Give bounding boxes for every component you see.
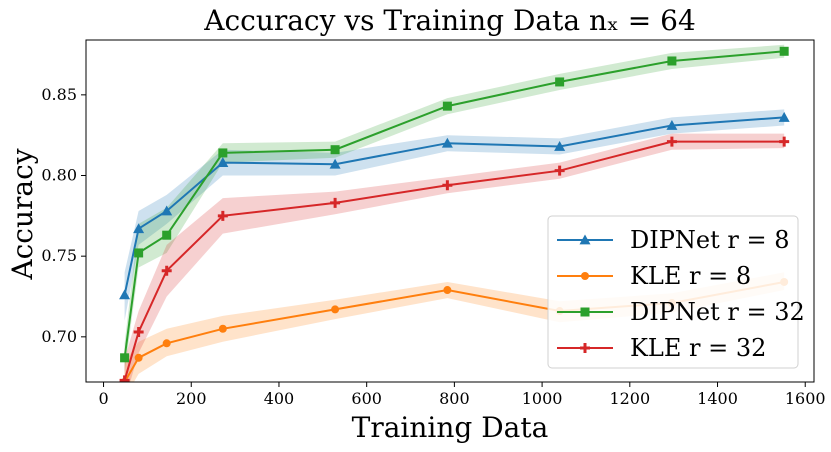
point-kle-r-8 bbox=[331, 305, 340, 314]
y-axis-title: Accuracy bbox=[6, 148, 39, 280]
point-dipnet-r-32 bbox=[134, 248, 144, 258]
y-axis-ticks: 0.70 0.75 0.80 0.85 bbox=[41, 85, 86, 346]
point-kle-r-32 bbox=[442, 180, 453, 191]
point-kle-r-32 bbox=[119, 375, 130, 382]
point-kle-r-32 bbox=[779, 136, 790, 147]
x-tick-label: 1200 bbox=[609, 389, 650, 408]
y-tick-label: 0.80 bbox=[41, 166, 77, 185]
x-tick-label: 800 bbox=[439, 389, 470, 408]
point-kle-r-32 bbox=[133, 326, 144, 337]
point-dipnet-r-8 bbox=[441, 137, 453, 148]
x-tick-label: 1400 bbox=[697, 389, 738, 408]
point-dipnet-r-8 bbox=[666, 120, 678, 130]
x-tick-label: 1000 bbox=[522, 389, 563, 408]
y-tick-label: 0.85 bbox=[41, 85, 77, 104]
x-tick-label: 200 bbox=[176, 389, 207, 408]
x-tick-label: 0 bbox=[98, 389, 108, 408]
band-kle-r-32 bbox=[124, 133, 785, 382]
point-kle-r-8 bbox=[162, 339, 171, 348]
point-kle-r-32 bbox=[330, 197, 341, 208]
band-dipnet-r-8 bbox=[124, 109, 785, 321]
point-dipnet-r-32 bbox=[555, 77, 565, 87]
legend-label-kle-r-8: KLE r = 8 bbox=[630, 262, 751, 290]
series-markers bbox=[119, 46, 790, 382]
x-axis-ticks: 0 200 400 600 800 1000 1200 1400 1600 bbox=[98, 382, 826, 408]
point-dipnet-r-32 bbox=[779, 46, 789, 56]
point-dipnet-r-8 bbox=[133, 223, 145, 234]
y-tick-label: 0.70 bbox=[41, 327, 77, 346]
point-kle-r-32 bbox=[554, 165, 565, 176]
point-dipnet-r-8 bbox=[329, 158, 341, 169]
point-kle-r-8 bbox=[443, 286, 452, 295]
plot-frame bbox=[85, 39, 815, 383]
point-dipnet-r-8 bbox=[554, 140, 566, 151]
point-dipnet-r-32 bbox=[667, 56, 677, 66]
point-dipnet-r-32 bbox=[162, 230, 172, 240]
x-axis-title: Training Data bbox=[352, 411, 549, 444]
point-dipnet-r-32 bbox=[120, 353, 130, 363]
x-tick-label: 600 bbox=[351, 389, 382, 408]
point-kle-r-32 bbox=[161, 265, 172, 276]
point-kle-r-32 bbox=[666, 136, 677, 147]
legend-marker-dipnet-r-8 bbox=[579, 234, 591, 245]
point-dipnet-r-8 bbox=[217, 157, 229, 168]
point-kle-r-8 bbox=[218, 324, 227, 333]
legend-label-kle-r-32: KLE r = 32 bbox=[630, 334, 766, 362]
x-tick-label: 1600 bbox=[785, 389, 826, 408]
legend-label-dipnet-r-8: DIPNet r = 8 bbox=[630, 226, 789, 254]
legend-marker-kle-r-8 bbox=[581, 272, 589, 280]
legend-label-dipnet-r-32: DIPNet r = 32 bbox=[630, 298, 805, 326]
point-dipnet-r-32 bbox=[442, 101, 452, 111]
chart-title: Accuracy vs Training Data nₓ = 64 bbox=[203, 4, 696, 37]
legend: DIPNet r = 8 KLE r = 8 DIPNet r = 32 KLE r … bbox=[547, 215, 805, 369]
point-dipnet-r-8 bbox=[778, 111, 790, 122]
point-dipnet-r-8 bbox=[119, 289, 131, 300]
point-dipnet-r-32 bbox=[218, 148, 228, 158]
point-kle-r-8 bbox=[134, 353, 143, 362]
legend-marker-dipnet-r-32 bbox=[580, 307, 590, 317]
legend-marker-kle-r-32 bbox=[580, 343, 590, 353]
band-dipnet-r-32 bbox=[124, 44, 785, 373]
y-tick-label: 0.75 bbox=[41, 246, 77, 265]
legend-box bbox=[547, 215, 799, 369]
x-tick-label: 400 bbox=[264, 389, 295, 408]
point-dipnet-r-8 bbox=[161, 205, 173, 216]
point-kle-r-32 bbox=[217, 210, 228, 221]
point-dipnet-r-32 bbox=[330, 145, 340, 155]
